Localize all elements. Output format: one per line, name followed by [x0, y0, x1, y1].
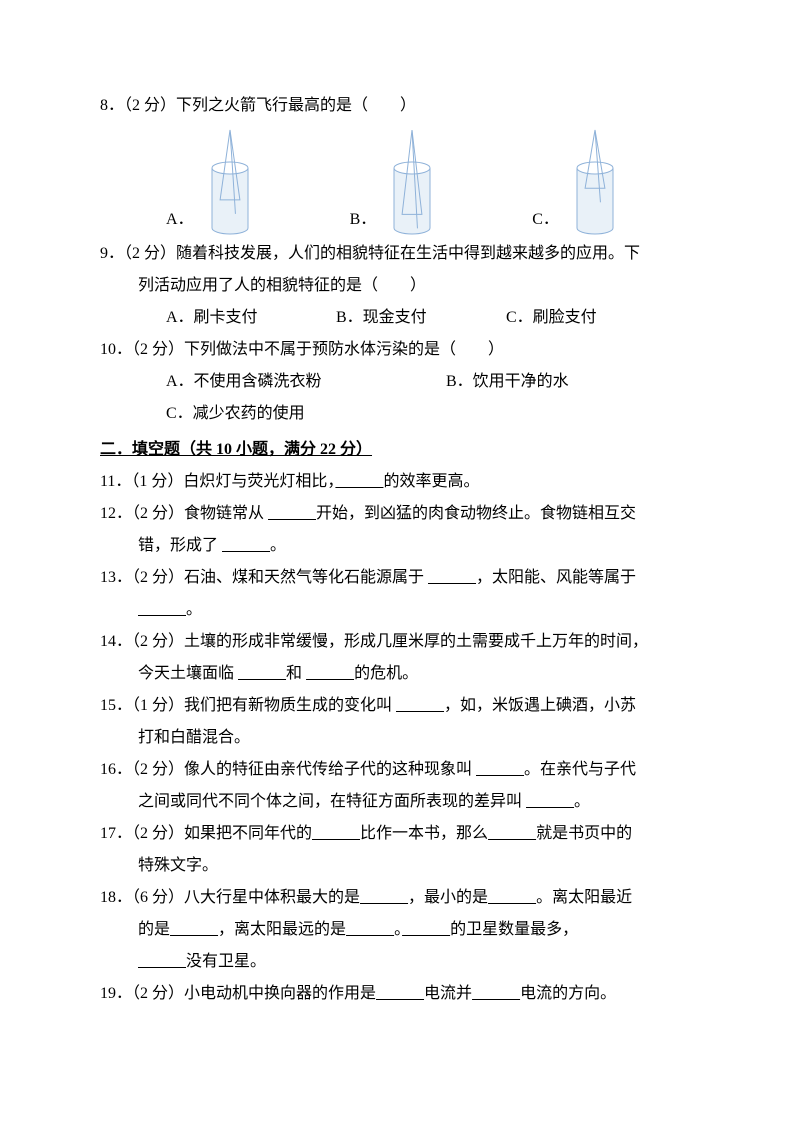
- q19-text3: 电流的方向。: [520, 985, 616, 1002]
- q18-blank1[interactable]: [360, 889, 408, 906]
- rocket-icon-b: [382, 128, 442, 236]
- q19-blank2[interactable]: [472, 985, 520, 1002]
- q18-l2d: 。: [394, 921, 402, 938]
- q16-text1: 16．（2 分）像人的特征由亲代传给子代的这种现象叫: [100, 761, 476, 778]
- q14-l2c: 和: [286, 665, 306, 682]
- q14-line1: 14．（2 分）土壤的形成非常缓慢，形成几厘米厚的土需要成千上万年的时间，: [100, 626, 704, 658]
- q19-text2: 电流并: [424, 985, 472, 1002]
- q18-l3b: 没有卫星。: [186, 953, 266, 970]
- q18-blank2[interactable]: [488, 889, 536, 906]
- q15-blank1[interactable]: [396, 697, 444, 714]
- q8-options: A． B． C．: [100, 128, 704, 236]
- q9-stem-line2: 列活动应用了人的相貌特征的是（ ）: [100, 270, 704, 302]
- q10-option-b[interactable]: B．饮用干净的水: [446, 366, 569, 398]
- q16-line2: 之间或同代不同个体之间，在特征方面所表现的差异叫 。: [100, 786, 704, 818]
- q9-option-a[interactable]: A．刷卡支付: [166, 302, 336, 334]
- section2-title: 二．填空题（共 10 小题，满分 22 分）: [100, 434, 704, 466]
- q11: 11．（1 分）白炽灯与荧光灯相比， 的效率更高。: [100, 466, 704, 498]
- q17-line2: 特殊文字。: [100, 850, 704, 882]
- q13-line1: 13．（2 分）石油、煤和天然气等化石能源属于 ，太阳能、风能等属于: [100, 562, 704, 594]
- q12-blank1[interactable]: [268, 505, 316, 522]
- q11-blank1[interactable]: [335, 473, 383, 490]
- q12-line1: 12．（2 分）食物链常从 开始，到凶猛的肉食动物终止。食物链相互交: [100, 498, 704, 530]
- q18-l2c: ，离太阳最远的是: [218, 921, 346, 938]
- q18-blank5[interactable]: [402, 921, 450, 938]
- q14-line2: 今天土壤面临 和 的危机。: [100, 658, 704, 690]
- q8-optA-label: A．: [166, 204, 194, 236]
- q12-l2a: 错，形成了: [138, 537, 222, 554]
- q18-blank4[interactable]: [346, 921, 394, 938]
- q17-blank2[interactable]: [488, 825, 536, 842]
- q10-option-c[interactable]: C．减少农药的使用: [100, 398, 704, 430]
- q11-text1: 11．（1 分）白炽灯与荧光灯相比，: [100, 473, 335, 490]
- q16-blank2[interactable]: [526, 793, 574, 810]
- q10-options-row1: A．不使用含磷洗衣粉 B．饮用干净的水: [100, 366, 704, 398]
- q17-text1: 17．（2 分）如果把不同年代的: [100, 825, 312, 842]
- q17-blank1[interactable]: [312, 825, 360, 842]
- q14-blank2[interactable]: [306, 665, 354, 682]
- q12-blank2[interactable]: [222, 537, 270, 554]
- q19: 19．（2 分）小电动机中换向器的作用是 电流并 电流的方向。: [100, 978, 704, 1010]
- q12-line2: 错，形成了 。: [100, 530, 704, 562]
- q18-line3: 没有卫星。: [100, 946, 704, 978]
- q14-blank1[interactable]: [238, 665, 286, 682]
- q16-l2a: 之间或同代不同个体之间，在特征方面所表现的差异叫: [138, 793, 526, 810]
- q16-blank1[interactable]: [476, 761, 524, 778]
- q12-text1: 12．（2 分）食物链常从: [100, 505, 268, 522]
- q10-option-a[interactable]: A．不使用含磷洗衣粉: [166, 366, 446, 398]
- q16-line1: 16．（2 分）像人的特征由亲代传给子代的这种现象叫 。在亲代与子代: [100, 754, 704, 786]
- q18-text2: ，最小的是: [408, 889, 488, 906]
- rocket-icon-c: [565, 128, 625, 236]
- q15-line1: 15．（1 分）我们把有新物质生成的变化叫 ，如，米饭遇上碘酒，小苏: [100, 690, 704, 722]
- q8-optC-label: C．: [532, 204, 559, 236]
- q9-option-c[interactable]: C．刷脸支付: [506, 302, 597, 334]
- q18-text3: 。离太阳最近: [536, 889, 632, 906]
- q14-l2d: 的危机。: [354, 665, 418, 682]
- q17-text2: 比作一本书，那么: [360, 825, 488, 842]
- rocket-icon-a: [200, 128, 260, 236]
- q17-line1: 17．（2 分）如果把不同年代的 比作一本书，那么 就是书页中的: [100, 818, 704, 850]
- q8-option-a[interactable]: A．: [166, 128, 260, 236]
- q14-l2a: 今天土壤面临: [138, 665, 238, 682]
- q18-blank6[interactable]: [138, 953, 186, 970]
- q12-text2: 开始，到凶猛的肉食动物终止。食物链相互交: [316, 505, 636, 522]
- q18-line2: 的是 ，离太阳最远的是 。 的卫星数量最多，: [100, 914, 704, 946]
- q18-l2e: 的卫星数量最多，: [450, 921, 578, 938]
- q11-text2: 的效率更高。: [383, 473, 479, 490]
- q13-l2c: 。: [186, 601, 202, 618]
- q10-stem: 10．（2 分）下列做法中不属于预防水体污染的是（ ）: [100, 334, 704, 366]
- q13-line2: 。: [100, 594, 704, 626]
- q9-stem-line1: 9．（2 分）随着科技发展，人们的相貌特征在生活中得到越来越多的应用。下: [100, 238, 704, 270]
- q19-blank1[interactable]: [376, 985, 424, 1002]
- q18-text1: 18．（6 分）八大行星中体积最大的是: [100, 889, 360, 906]
- q18-line1: 18．（6 分）八大行星中体积最大的是 ，最小的是 。离太阳最近: [100, 882, 704, 914]
- q8-option-b[interactable]: B．: [350, 128, 443, 236]
- q16-text2: 。在亲代与子代: [524, 761, 636, 778]
- q18-blank3[interactable]: [170, 921, 218, 938]
- q12-l2c: 。: [270, 537, 286, 554]
- q13-blank1[interactable]: [428, 569, 476, 586]
- q19-text1: 19．（2 分）小电动机中换向器的作用是: [100, 985, 376, 1002]
- q9-options: A．刷卡支付 B．现金支付 C．刷脸支付: [100, 302, 704, 334]
- q17-text3: 就是书页中的: [536, 825, 632, 842]
- q13-text1: 13．（2 分）石油、煤和天然气等化石能源属于: [100, 569, 428, 586]
- q15-line2: 打和白醋混合。: [100, 722, 704, 754]
- q15-text1: 15．（1 分）我们把有新物质生成的变化叫: [100, 697, 396, 714]
- q8-option-c[interactable]: C．: [532, 128, 625, 236]
- q9-option-b[interactable]: B．现金支付: [336, 302, 506, 334]
- q13-text2: ，太阳能、风能等属于: [476, 569, 636, 586]
- q16-l2c: 。: [574, 793, 590, 810]
- q8-optB-label: B．: [350, 204, 377, 236]
- q8-stem: 8．（2 分）下列之火箭飞行最高的是（ ）: [100, 90, 704, 122]
- q18-l2a: 的是: [138, 921, 170, 938]
- q13-blank2[interactable]: [138, 601, 186, 618]
- q15-text2: ，如，米饭遇上碘酒，小苏: [444, 697, 636, 714]
